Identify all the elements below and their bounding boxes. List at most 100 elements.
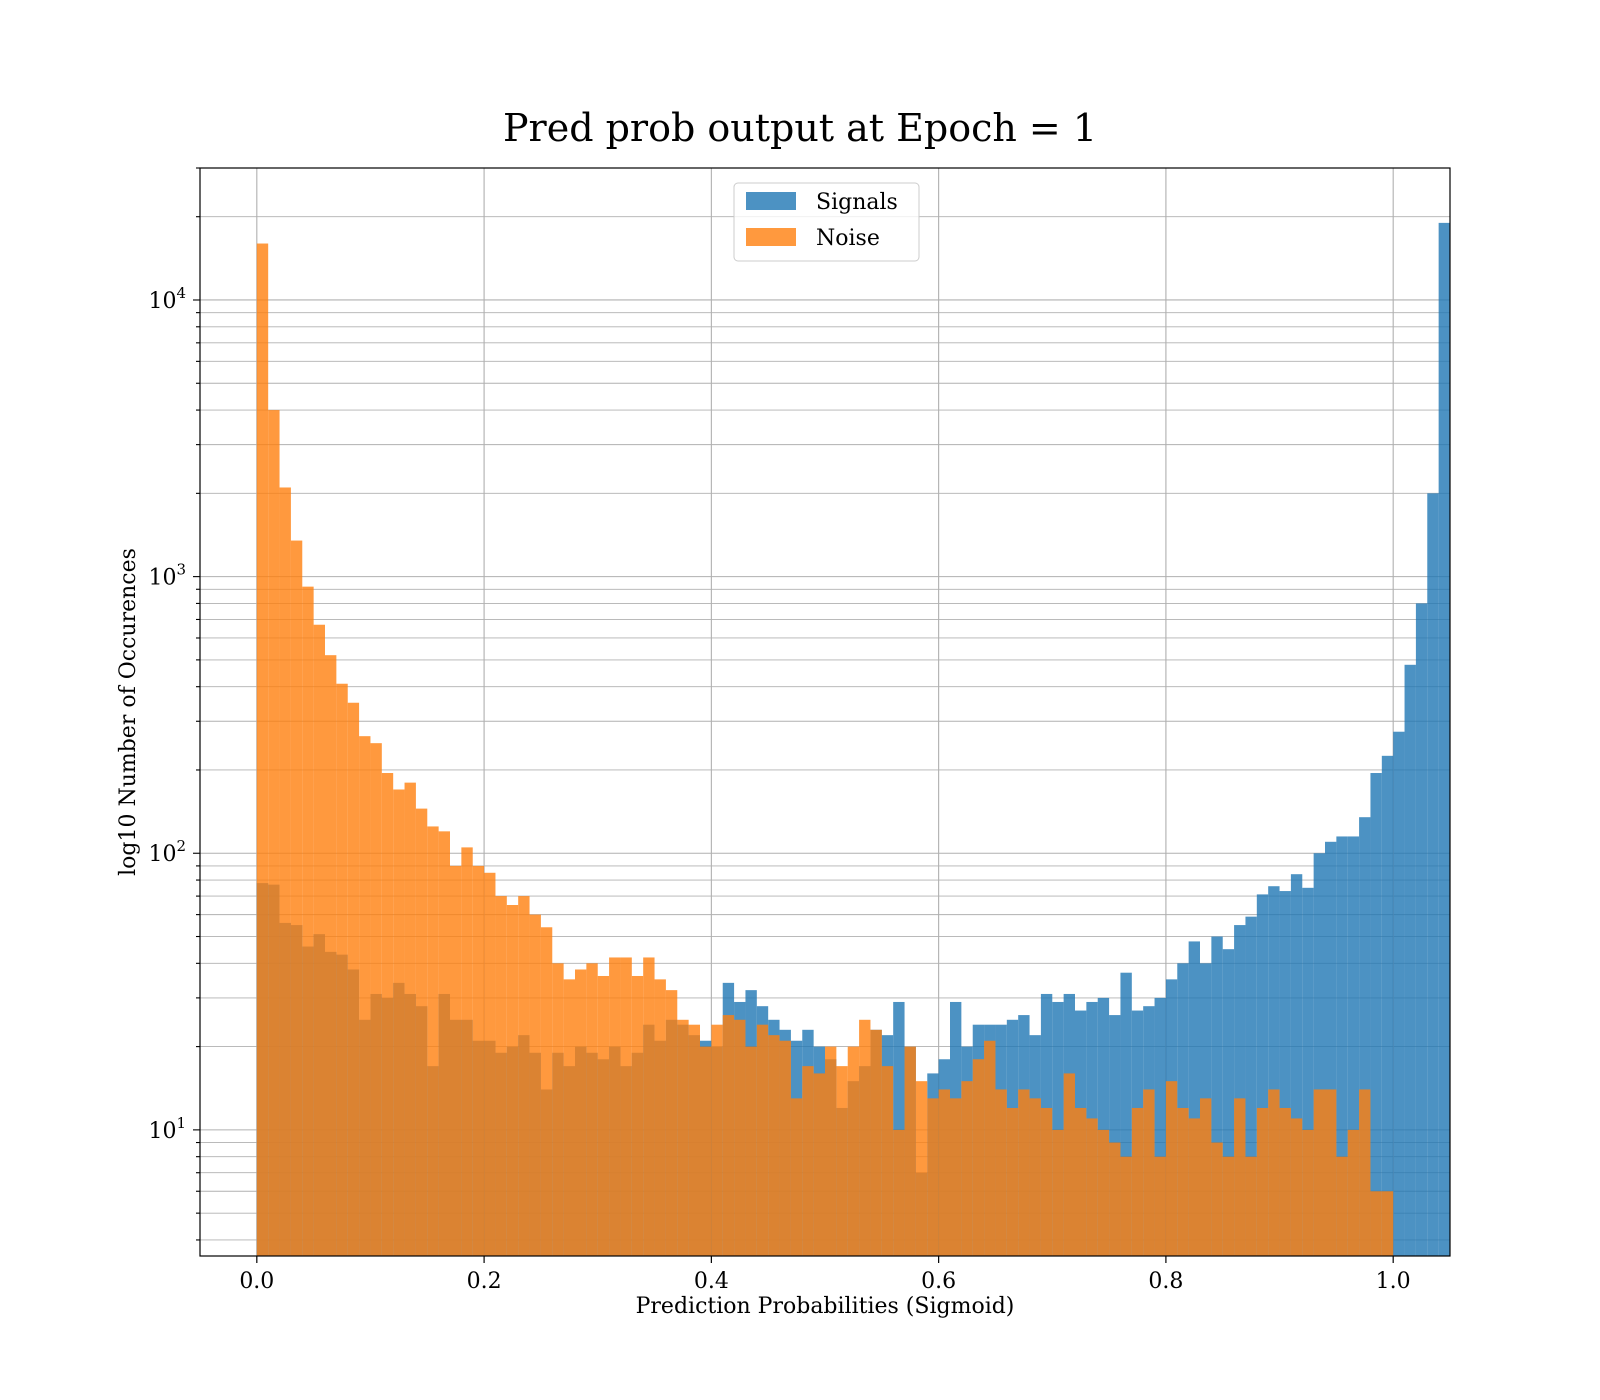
bar-signals [1234, 925, 1246, 1256]
bar-signals [1393, 731, 1405, 1256]
bar-noise [1063, 1073, 1075, 1256]
bar-noise [450, 865, 462, 1256]
y-tick-label: 104 [148, 284, 186, 314]
bar-noise [1256, 1107, 1269, 1256]
x-tick-label: 0.2 [467, 1269, 502, 1294]
bar-noise [1018, 1089, 1030, 1256]
bar-noise [336, 683, 348, 1256]
x-tick-label: 0.6 [921, 1269, 956, 1294]
y-tick-label: 102 [148, 837, 186, 867]
bar-signals [1109, 1015, 1121, 1256]
y-axis: 101 102 103 104 [148, 167, 200, 1241]
bar-signals [1222, 949, 1235, 1256]
chart-title: Pred prob output at Epoch = 1 [503, 106, 1097, 150]
bar-noise [631, 975, 644, 1256]
bar-noise [1120, 1156, 1132, 1256]
bar-noise [915, 1081, 928, 1256]
bar-noise [847, 1046, 860, 1256]
bar-noise [597, 975, 610, 1256]
bar-signals [1052, 1001, 1064, 1256]
bar-noise [938, 1089, 950, 1256]
bar-noise [1086, 1118, 1098, 1256]
bar-noise [302, 586, 314, 1256]
bar-noise [1245, 1156, 1257, 1256]
bar-noise [859, 1019, 871, 1256]
bar-noise [393, 789, 405, 1256]
bar-noise [1347, 1129, 1360, 1256]
bar-signals [1336, 836, 1348, 1256]
bar-noise [1029, 1098, 1041, 1256]
plot-frame [199, 167, 1451, 1257]
bar-signals [1256, 894, 1269, 1256]
bar-noise [972, 1059, 985, 1256]
bar-signals [1359, 817, 1371, 1256]
bar-noise [1336, 1156, 1348, 1256]
x-tick-label: 1.0 [1376, 1269, 1411, 1294]
bar-signals [1404, 664, 1416, 1256]
bar-noise [984, 1040, 996, 1256]
bar-signals [1438, 222, 1450, 1257]
bar-noise [768, 1035, 780, 1256]
bar-noise [1177, 1107, 1189, 1256]
bar-noise [1154, 1156, 1166, 1256]
bar-noise [586, 963, 598, 1256]
bar-noise [279, 487, 291, 1257]
y-axis-label: log10 Number of Occurences [116, 548, 141, 876]
bar-signals [1097, 997, 1110, 1256]
series-noise [256, 243, 1394, 1257]
bar-noise [427, 826, 439, 1256]
bar-noise [950, 1098, 962, 1256]
bar-noise [484, 872, 496, 1256]
bar-noise [1040, 1107, 1053, 1256]
bar-noise [1370, 1191, 1382, 1256]
bar-signals [1313, 853, 1325, 1256]
bar-signals [1268, 886, 1280, 1256]
legend-label-noise: Noise [816, 226, 880, 251]
y-tick-label: 101 [148, 1114, 186, 1144]
bar-signals [1211, 936, 1223, 1256]
bar-signals [1415, 603, 1428, 1256]
y-tick-label: 103 [148, 561, 186, 591]
bar-noise [677, 1019, 689, 1256]
bar-signals [1347, 836, 1360, 1256]
bar-noise [1109, 1142, 1121, 1256]
bar-noise [575, 969, 587, 1256]
bar-noise [711, 1024, 723, 1256]
bar-noise [722, 1015, 735, 1256]
bar-noise [1006, 1107, 1019, 1256]
bar-noise [825, 1046, 837, 1256]
bar-noise [1143, 1089, 1155, 1256]
x-axis-label: Prediction Probabilities (Sigmoid) [636, 1294, 1015, 1319]
bar-noise [290, 540, 303, 1256]
bar-noise [1381, 1191, 1394, 1256]
bar-noise [540, 927, 553, 1256]
bar-noise [381, 773, 394, 1256]
bar-noise [1222, 1156, 1235, 1256]
bar-signals [1120, 972, 1132, 1256]
bar-signals [1370, 773, 1382, 1256]
bar-noise [256, 243, 269, 1256]
bar-signals [1427, 493, 1439, 1256]
bar-signals [893, 1001, 905, 1256]
bar-noise [563, 979, 575, 1256]
bar-noise [438, 831, 450, 1256]
bar-noise [1325, 1089, 1337, 1256]
bar-noise [1359, 1089, 1371, 1256]
bar-noise [529, 914, 541, 1256]
legend-swatch-noise [746, 228, 796, 246]
bar-noise [518, 896, 530, 1256]
bar-noise [904, 1046, 916, 1256]
bar-noise [495, 896, 507, 1256]
bar-noise [688, 1024, 700, 1256]
bar-noise [404, 782, 416, 1256]
bar-noise [1188, 1118, 1200, 1256]
bar-signals [1290, 874, 1303, 1256]
bar-signals [1325, 841, 1337, 1256]
bar-noise [836, 1066, 848, 1256]
bar-noise [1290, 1118, 1303, 1256]
legend-swatch-signals [746, 192, 796, 210]
x-tick-label: 0.4 [694, 1269, 729, 1294]
bar-signals [1245, 916, 1257, 1256]
bar-signals [1302, 887, 1314, 1256]
legend: Signals Noise [733, 182, 920, 262]
